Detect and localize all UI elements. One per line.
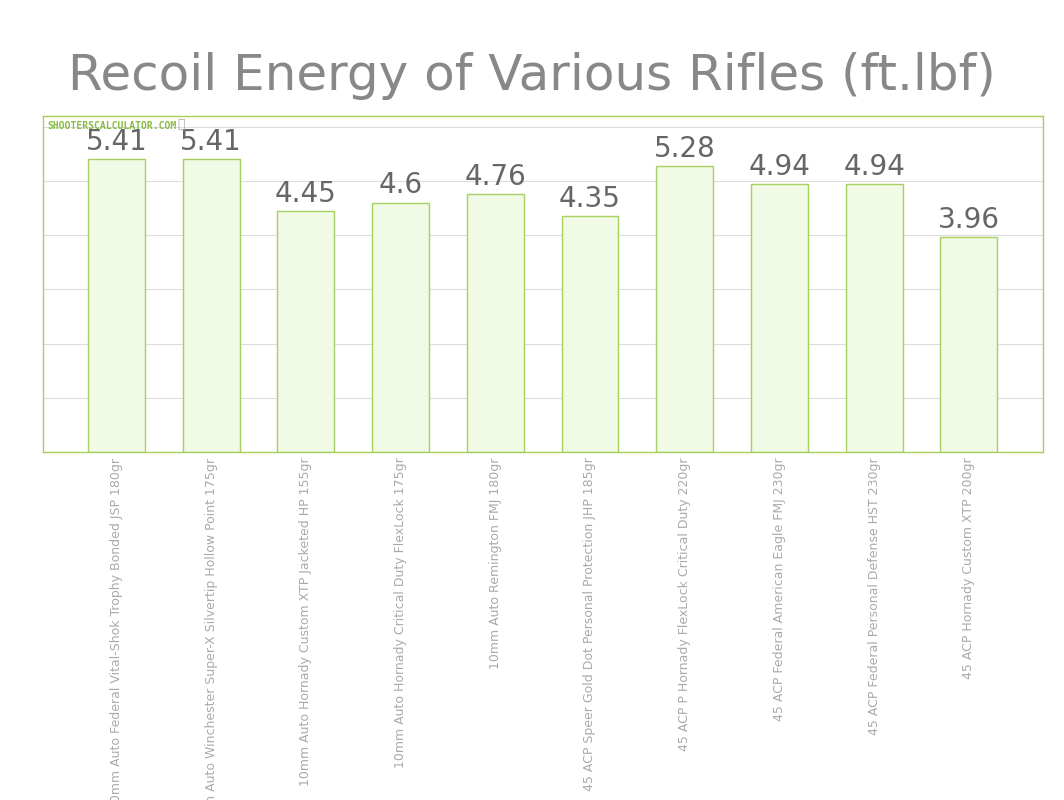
Bar — [278, 211, 334, 452]
Bar — [656, 166, 713, 452]
Text: 5.41: 5.41 — [85, 127, 147, 155]
Bar — [846, 184, 902, 452]
Text: SHOOTERSCALCULATOR.COM: SHOOTERSCALCULATOR.COM — [48, 121, 177, 131]
Text: 3.96: 3.96 — [937, 206, 1000, 234]
Text: 4.94: 4.94 — [843, 153, 905, 181]
Text: Recoil Energy of Various Rifles (ft.lbf): Recoil Energy of Various Rifles (ft.lbf) — [68, 52, 996, 100]
Text: 4.76: 4.76 — [464, 162, 527, 190]
Bar — [562, 216, 618, 452]
Text: 5.28: 5.28 — [654, 134, 716, 162]
Text: 4.94: 4.94 — [748, 153, 811, 181]
Text: 5.41: 5.41 — [180, 127, 242, 155]
Bar — [751, 184, 808, 452]
Text: 4.35: 4.35 — [559, 185, 621, 213]
Bar — [467, 194, 523, 452]
Bar — [372, 202, 429, 452]
Bar — [183, 159, 239, 452]
Text: 4.6: 4.6 — [379, 171, 422, 199]
Text: 4.45: 4.45 — [275, 179, 336, 207]
Bar — [88, 159, 145, 452]
Text: ⌖: ⌖ — [178, 118, 185, 131]
Bar — [941, 238, 997, 452]
